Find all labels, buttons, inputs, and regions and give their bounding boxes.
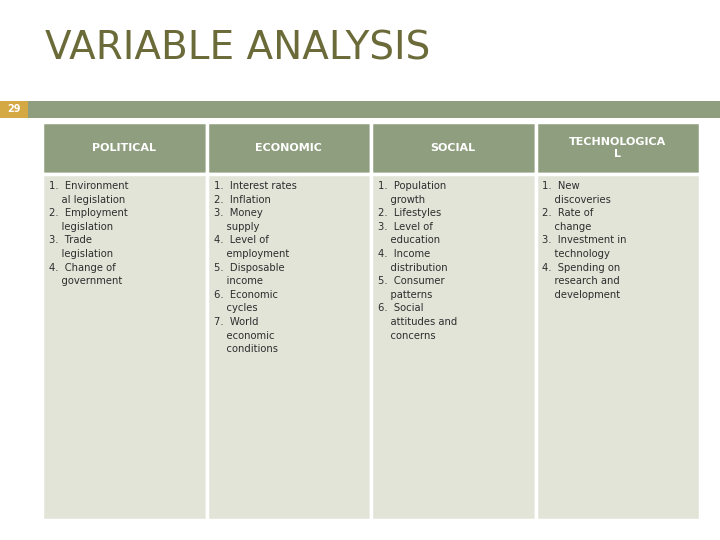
Bar <box>536 122 700 174</box>
Text: TECHNOLOGICA
L: TECHNOLOGICA L <box>569 137 667 159</box>
Bar <box>207 122 371 174</box>
Bar <box>371 122 536 174</box>
Bar <box>42 174 207 520</box>
Text: 1.  New
    discoveries
2.  Rate of
    change
3.  Investment in
    technology
: 1. New discoveries 2. Rate of change 3. … <box>542 181 627 300</box>
Bar <box>0 101 720 118</box>
Bar <box>0 101 28 118</box>
Text: VARIABLE ANALYSIS: VARIABLE ANALYSIS <box>45 30 431 68</box>
Bar <box>536 174 700 520</box>
Text: SOCIAL: SOCIAL <box>431 143 476 153</box>
Text: 1.  Interest rates
2.  Inflation
3.  Money
    supply
4.  Level of
    employmen: 1. Interest rates 2. Inflation 3. Money … <box>214 181 297 354</box>
Text: POLITICAL: POLITICAL <box>92 143 156 153</box>
Text: 29: 29 <box>7 105 21 114</box>
Text: 1.  Population
    growth
2.  Lifestyles
3.  Level of
    education
4.  Income
 : 1. Population growth 2. Lifestyles 3. Le… <box>378 181 457 341</box>
Text: ECONOMIC: ECONOMIC <box>256 143 322 153</box>
Bar <box>371 174 536 520</box>
Text: 1.  Environment
    al legislation
2.  Employment
    legislation
3.  Trade
    : 1. Environment al legislation 2. Employm… <box>49 181 128 286</box>
Bar <box>207 174 371 520</box>
Bar <box>42 122 207 174</box>
